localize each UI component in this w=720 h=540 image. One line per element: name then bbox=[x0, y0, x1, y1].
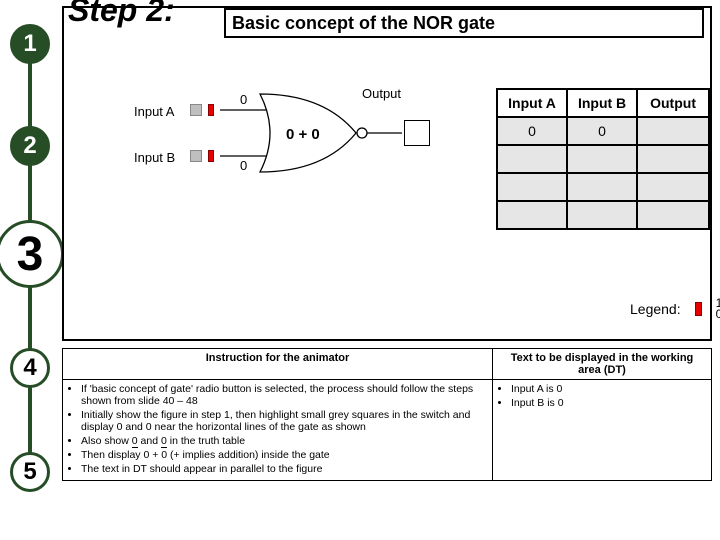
table-cell: 0 bbox=[497, 117, 567, 145]
instr-item: If 'basic concept of gate' radio button … bbox=[81, 383, 486, 407]
output-label: Output bbox=[362, 86, 401, 101]
table-cell bbox=[637, 201, 709, 229]
output-box bbox=[404, 120, 430, 146]
table-cell bbox=[637, 145, 709, 173]
table-cell bbox=[567, 145, 637, 173]
step-1: 1 bbox=[10, 24, 50, 64]
table-cell bbox=[497, 173, 567, 201]
truth-table: Input A Input B Output 0 0 bbox=[496, 88, 710, 230]
instr-item: Then display 0 + 0 (+ implies addition) … bbox=[81, 449, 486, 461]
table-cell bbox=[567, 173, 637, 201]
table-cell bbox=[497, 201, 567, 229]
step-2: 2 bbox=[10, 126, 50, 166]
instr-item: Also show 0 and 0 in the truth table bbox=[81, 435, 486, 447]
main-panel: Input A 0 Input B 0 0 + 0 Output Input A… bbox=[62, 6, 712, 341]
table-cell bbox=[497, 145, 567, 173]
gate-inside-text: 0 + 0 bbox=[286, 126, 320, 143]
instruction-table: Instruction for the animator Text to be … bbox=[62, 348, 712, 481]
table-cell bbox=[567, 201, 637, 229]
th-input-a: Input A bbox=[497, 89, 567, 117]
table-cell: 0 bbox=[567, 117, 637, 145]
instr-item: The text in DT should appear in parallel… bbox=[81, 463, 486, 475]
instr-right-header: Text to be displayed in the working area… bbox=[493, 349, 712, 380]
th-output: Output bbox=[637, 89, 709, 117]
instr-right-cell: Input A is 0 Input B is 0 bbox=[493, 380, 712, 481]
legend-values: 10 bbox=[716, 298, 720, 320]
table-cell bbox=[637, 117, 709, 145]
step-4: 4 bbox=[10, 348, 50, 388]
instr-left-header: Instruction for the animator bbox=[63, 349, 493, 380]
instr-item: Initially show the figure in step 1, the… bbox=[81, 409, 486, 433]
legend-label: Legend: bbox=[630, 301, 681, 317]
th-input-b: Input B bbox=[567, 89, 637, 117]
dt-item: Input B is 0 bbox=[511, 397, 705, 409]
instr-left-cell: If 'basic concept of gate' radio button … bbox=[63, 380, 493, 481]
step-5: 5 bbox=[10, 452, 50, 492]
step-3: 3 bbox=[0, 220, 64, 288]
dt-item: Input A is 0 bbox=[511, 383, 705, 395]
legend-led-icon bbox=[695, 302, 702, 316]
legend: Legend: 10 bbox=[630, 298, 720, 320]
gate-diagram: Input A 0 Input B 0 0 + 0 Output bbox=[134, 86, 474, 216]
table-cell bbox=[637, 173, 709, 201]
